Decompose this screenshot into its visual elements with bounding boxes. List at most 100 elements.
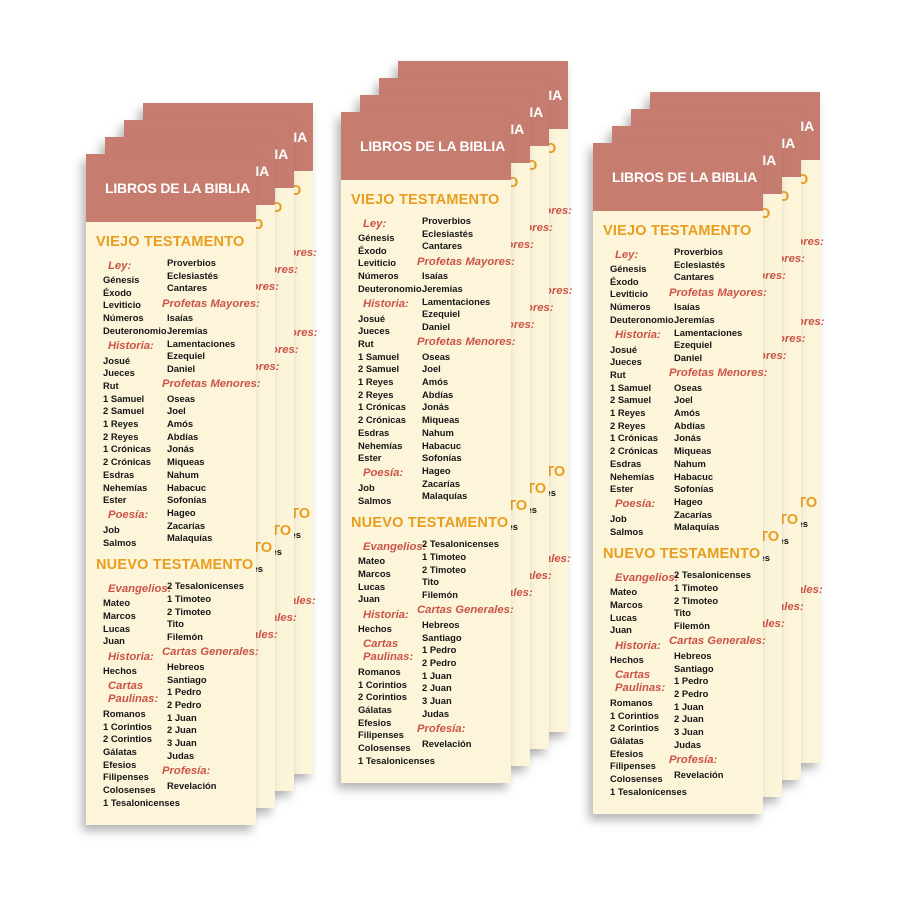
book-name: Daniel [422,320,451,332]
category-label: Historia: [615,329,661,342]
book-name: 2 Tesalonicenses [422,538,499,550]
category-label: Ley: [615,248,639,261]
book-name: Génesis [358,232,395,243]
category-label: Profetas Menores: [417,336,516,349]
book-name: Ester [103,494,127,506]
book-name: 1 Timoteo [422,551,467,563]
book-name: 2 Timoteo [674,594,719,606]
book-name: Números [358,270,399,282]
book-name: Hechos [610,654,644,666]
new-testament-heading: NUEVO TESTAMENTO [603,546,761,563]
book-name: Habacuc [167,481,207,493]
book-name: 1 Reyes [103,418,139,430]
category-label: Cartas Paulinas: [615,669,666,695]
old-testament-heading: VIEJO TESTAMENTO [603,223,752,239]
book-name: Judas [422,707,450,719]
category-label: Evangelios: [615,571,679,584]
book-name: Hebreos [674,649,712,661]
book-name: Cantares [674,271,715,283]
book-name: Jonás [674,432,702,444]
book-name: Hechos [358,623,392,635]
book-name: Proverbios [422,215,471,226]
book-name: Hageo [674,495,703,507]
book-name: Abdías [422,388,454,400]
book-name: Hebreos [167,660,205,672]
book-name: Daniel [674,351,703,363]
book-name: Filipenses [358,729,404,741]
bookmark-header: LIBROS DE LA BIBLIA [86,154,256,222]
book-name: 1 Pedro [674,675,709,687]
book-name: Jeremías [422,282,463,294]
book-name: Gálatas [358,703,392,715]
book-name: Efesios [610,747,644,759]
book-name: Amós [167,418,194,430]
book-name: Proverbios [167,257,216,268]
book-name: Juan [610,624,632,636]
book-name: Rut [358,337,374,349]
book-name: Deuteronomio [103,324,167,336]
book-name: Gálatas [610,734,644,746]
category-label: Poesía: [363,467,404,480]
book-name: 1 Pedro [167,686,202,698]
book-name: Nehemías [610,470,655,482]
book-name: Job [610,512,627,524]
book-name: Revelación [167,779,217,791]
book-name: Colosenses [358,742,411,754]
book-name: Filemón [422,589,458,601]
category-label: Ley: [108,259,132,272]
book-name: Juan [103,635,125,647]
book-name: 2 Tesalonicenses [674,569,751,581]
book-name: Amós [674,407,701,419]
book-name: Tito [422,576,440,588]
book-name: Esdras [103,468,135,480]
book-name: Santiago [167,673,207,685]
category-label: Profesía: [162,765,211,777]
book-name: Santiago [674,662,714,674]
new-testament-heading: NUEVO TESTAMENTO [96,557,254,574]
book-name: Leviticio [103,299,142,311]
book-name: 2 Timoteo [167,605,212,617]
book-name: 1 Crónicas [103,443,151,455]
book-name: Miqueas [167,456,205,468]
book-name: Éxodo [610,275,639,287]
category-label: Profetas Mayores: [669,286,767,299]
book-name: Lamentaciones [674,326,743,338]
book-name: Miqueas [674,445,712,457]
bookmark-header: LIBROS DE LA BIBLIA [593,143,763,211]
bookmark-title: LIBROS DE LA BIBLIA [105,180,251,196]
book-name: Amós [422,376,449,388]
category-label: Historia: [615,639,661,652]
book-name: Job [358,481,375,493]
book-name: 2 Crónicas [103,456,151,468]
book-name: Joel [167,405,186,417]
book-name: Habacuc [674,470,714,482]
category-label: Profetas Menores: [162,378,261,391]
book-name: Malaquías [167,532,213,544]
category-label: Poesía: [615,498,656,511]
book-name: Ezequiel [167,350,206,362]
book-name: Éxodo [358,244,387,256]
book-name: 1 Corintios [103,720,152,732]
book-name: Santiago [422,631,462,643]
bookmark-title: LIBROS DE LA BIBLIA [612,169,758,185]
category-label: Cartas Generales: [417,604,514,617]
book-name: Lucas [103,622,131,634]
book-name: 2 Samuel [103,405,145,417]
category-label: Profetas Mayores: [162,297,260,310]
book-name: Joel [422,363,441,375]
book-name: Malaquías [422,490,468,502]
book-name: 1 Tesalonicenses [610,785,687,797]
book-name: 2 Reyes [358,388,394,400]
old-testament-heading: VIEJO TESTAMENTO [351,192,500,208]
category-label: Historia: [363,298,409,311]
book-name: Joel [674,394,693,406]
book-name: Mateo [610,586,638,598]
book-name: Daniel [167,362,196,374]
book-name: Éxodo [103,286,132,298]
book-name: Ezequiel [674,339,713,351]
